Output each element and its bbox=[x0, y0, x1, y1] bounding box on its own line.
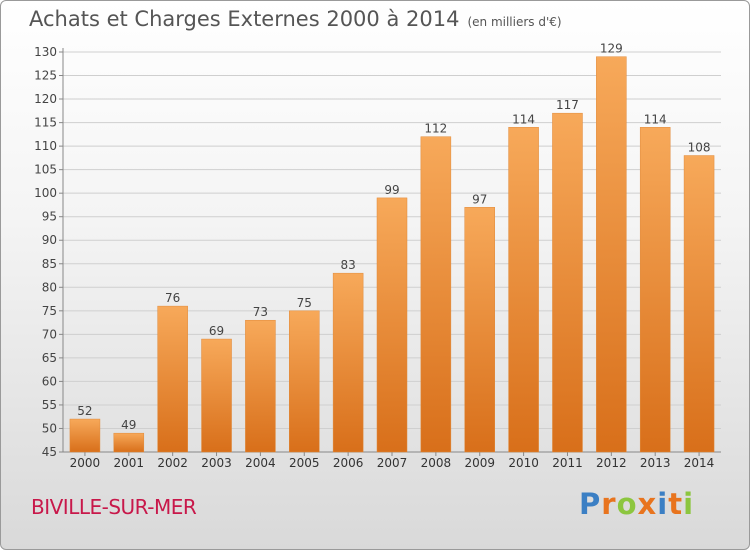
logo-letter: P bbox=[579, 487, 602, 521]
data-label-2002: 76 bbox=[165, 291, 180, 305]
logo-letter: i bbox=[683, 487, 695, 521]
x-tick-label-2007: 2007 bbox=[377, 456, 408, 470]
chart-unit: (en milliers d'€) bbox=[467, 15, 562, 29]
logo-letter: o bbox=[616, 487, 638, 521]
bar-2007 bbox=[376, 197, 408, 453]
data-label-2000: 52 bbox=[77, 404, 92, 418]
x-tick-label-2000: 2000 bbox=[70, 456, 101, 470]
bar-2009 bbox=[464, 207, 495, 453]
x-tick-label-2009: 2009 bbox=[464, 456, 495, 470]
y-tick-label: 120 bbox=[34, 92, 57, 106]
bar-2002 bbox=[157, 305, 188, 453]
proxiti-logo: Proxiti bbox=[579, 487, 694, 521]
logo-letter: t bbox=[668, 487, 684, 521]
data-label-2005: 75 bbox=[297, 296, 312, 310]
x-tick-label-2005: 2005 bbox=[289, 456, 320, 470]
y-tick-label: 115 bbox=[34, 116, 57, 130]
bar-2001 bbox=[113, 432, 145, 453]
y-tick-label: 85 bbox=[42, 257, 57, 271]
y-tick-label: 75 bbox=[42, 304, 57, 318]
bar-2000 bbox=[69, 418, 101, 453]
x-tick-label-2014: 2014 bbox=[684, 456, 715, 470]
bar-2005 bbox=[289, 310, 320, 453]
x-tick-label-2012: 2012 bbox=[596, 456, 627, 470]
y-tick-label: 110 bbox=[34, 139, 57, 153]
chart-title: Achats et Charges Externes 2000 à 2014 (e… bbox=[29, 7, 562, 31]
bars bbox=[69, 56, 715, 453]
data-label-2001: 49 bbox=[121, 418, 136, 432]
data-label-2004: 73 bbox=[253, 305, 268, 319]
data-label-2013: 114 bbox=[644, 112, 667, 126]
x-tick-label-2013: 2013 bbox=[640, 456, 671, 470]
y-tick-label: 70 bbox=[42, 327, 57, 341]
x-tick-label-2006: 2006 bbox=[333, 456, 364, 470]
data-label-2012: 129 bbox=[600, 42, 623, 56]
bar-2013 bbox=[639, 127, 671, 453]
y-tick-label: 105 bbox=[34, 163, 57, 177]
y-tick-label: 45 bbox=[42, 445, 57, 459]
y-tick-label: 65 bbox=[42, 351, 57, 365]
chart-title-text: Achats et Charges Externes 2000 à 2014 bbox=[29, 7, 460, 31]
bar-2012 bbox=[596, 56, 627, 453]
y-tick-label: 50 bbox=[42, 421, 57, 435]
data-label-2009: 97 bbox=[472, 192, 487, 206]
x-tick-label-2010: 2010 bbox=[508, 456, 539, 470]
x-tick-label-2002: 2002 bbox=[157, 456, 188, 470]
axes: 45 50 55 60 65 70 75 80 85 90 95 100 105 110 115 120 125… bbox=[34, 45, 721, 470]
x-tick-label-2008: 2008 bbox=[421, 456, 452, 470]
y-tick-label: 95 bbox=[42, 210, 57, 224]
y-tick-label: 100 bbox=[34, 186, 57, 200]
y-tick-label: 55 bbox=[42, 398, 57, 412]
x-tick-label-2004: 2004 bbox=[245, 456, 276, 470]
data-label-2011: 117 bbox=[556, 98, 579, 112]
bar-2006 bbox=[332, 272, 364, 453]
bar-2014 bbox=[683, 155, 715, 453]
x-tick-label-2003: 2003 bbox=[201, 456, 232, 470]
data-labels: 52 49 76 69 73 75 83 99 112 97 114 117 129 114 108 bbox=[77, 42, 710, 432]
bar-2011 bbox=[552, 112, 583, 453]
bar-2010 bbox=[508, 127, 539, 453]
logo-letter: r bbox=[601, 487, 617, 521]
logo-letter: i bbox=[657, 487, 669, 521]
bar-2003 bbox=[201, 338, 232, 453]
data-label-2007: 99 bbox=[384, 183, 399, 197]
data-label-2010: 114 bbox=[512, 112, 535, 126]
bar-2004 bbox=[245, 319, 276, 453]
y-tick-label: 60 bbox=[42, 374, 57, 388]
x-tick-label-2011: 2011 bbox=[552, 456, 583, 470]
data-label-2003: 69 bbox=[209, 324, 224, 338]
y-tick-label: 125 bbox=[34, 69, 57, 83]
y-tick-label: 130 bbox=[34, 45, 57, 59]
x-tick-label-2001: 2001 bbox=[114, 456, 145, 470]
y-tick-label: 90 bbox=[42, 233, 57, 247]
logo-letter: x bbox=[637, 487, 658, 521]
data-label-2014: 108 bbox=[688, 141, 711, 155]
data-label-2008: 112 bbox=[424, 122, 447, 136]
city-name: BIVILLE-SUR-MER bbox=[31, 495, 197, 519]
bar-2008 bbox=[420, 136, 452, 453]
data-label-2006: 83 bbox=[340, 258, 355, 272]
y-tick-label: 80 bbox=[42, 280, 57, 294]
